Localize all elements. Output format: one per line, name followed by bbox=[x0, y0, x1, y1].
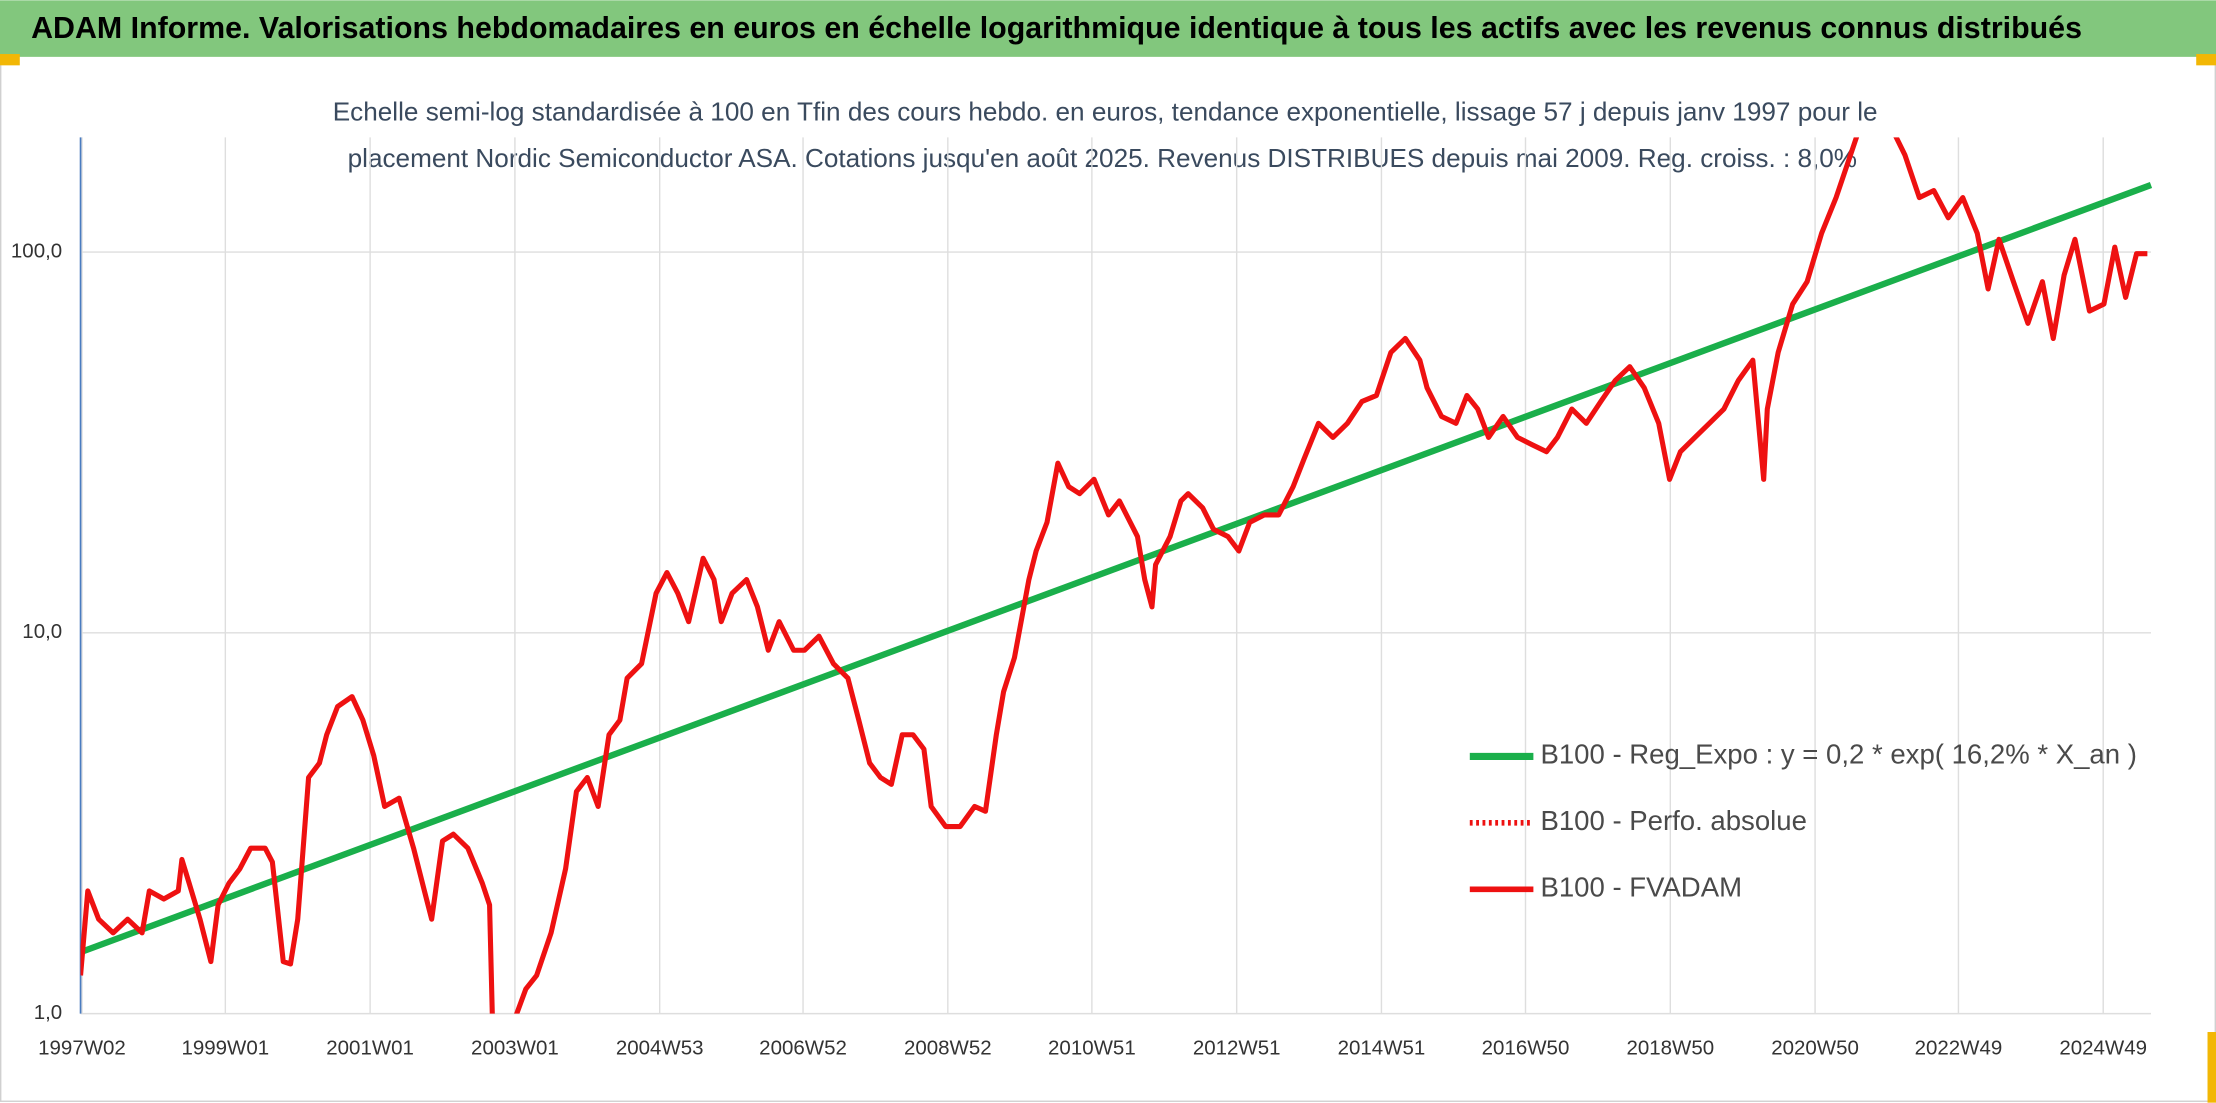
x-tick-label: 2020W50 bbox=[1771, 1036, 1859, 1059]
corner-bottom bbox=[2207, 1032, 2216, 1103]
x-tick-label: 1997W02 bbox=[38, 1036, 126, 1059]
x-tick-label: 2010W51 bbox=[1048, 1036, 1136, 1059]
x-tick-label: 2012W51 bbox=[1193, 1036, 1281, 1059]
chart-subtitle: Echelle semi-log standardisée à 100 en T… bbox=[333, 96, 1878, 126]
x-tick-label: 2001W01 bbox=[326, 1036, 414, 1059]
data-line bbox=[80, 182, 2153, 956]
corner-left bbox=[0, 54, 20, 66]
legend-label: B100 - FVADAM bbox=[1540, 872, 1742, 903]
legend-label: B100 - Perfo. absolue bbox=[1540, 805, 1806, 836]
x-tick-label: 2022W49 bbox=[1915, 1036, 2003, 1059]
corner-right bbox=[2196, 54, 2216, 66]
x-tick-label: 1999W01 bbox=[181, 1036, 269, 1059]
y-tick-label: 100,0 bbox=[11, 239, 62, 262]
x-tick-label: 2004W53 bbox=[616, 1036, 704, 1059]
plot-area bbox=[80, 137, 2153, 1014]
y-tick-label: 10,0 bbox=[22, 620, 62, 643]
x-tick-label: 2014W51 bbox=[1338, 1036, 1426, 1059]
chart-subtitle: placement Nordic Semiconductor ASA. Cota… bbox=[348, 143, 1857, 173]
y-tick-label: 1,0 bbox=[34, 1001, 62, 1024]
x-tick-label: 2016W50 bbox=[1482, 1036, 1570, 1059]
x-tick-label: 2008W52 bbox=[904, 1036, 992, 1059]
legend-label: B100 - Reg_Expo : y = 0,2 * exp( 16,2% *… bbox=[1540, 739, 2136, 770]
x-tick-label: 2003W01 bbox=[471, 1036, 559, 1059]
data-line bbox=[80, 137, 2148, 1014]
header-bar bbox=[0, 0, 2216, 57]
x-tick-label: 2018W50 bbox=[1626, 1036, 1714, 1059]
chart-title: ADAM Informe. Valorisations hebdomadaire… bbox=[31, 11, 2082, 45]
x-tick-label: 2024W49 bbox=[2059, 1036, 2147, 1059]
x-tick-label: 2006W52 bbox=[759, 1036, 847, 1059]
